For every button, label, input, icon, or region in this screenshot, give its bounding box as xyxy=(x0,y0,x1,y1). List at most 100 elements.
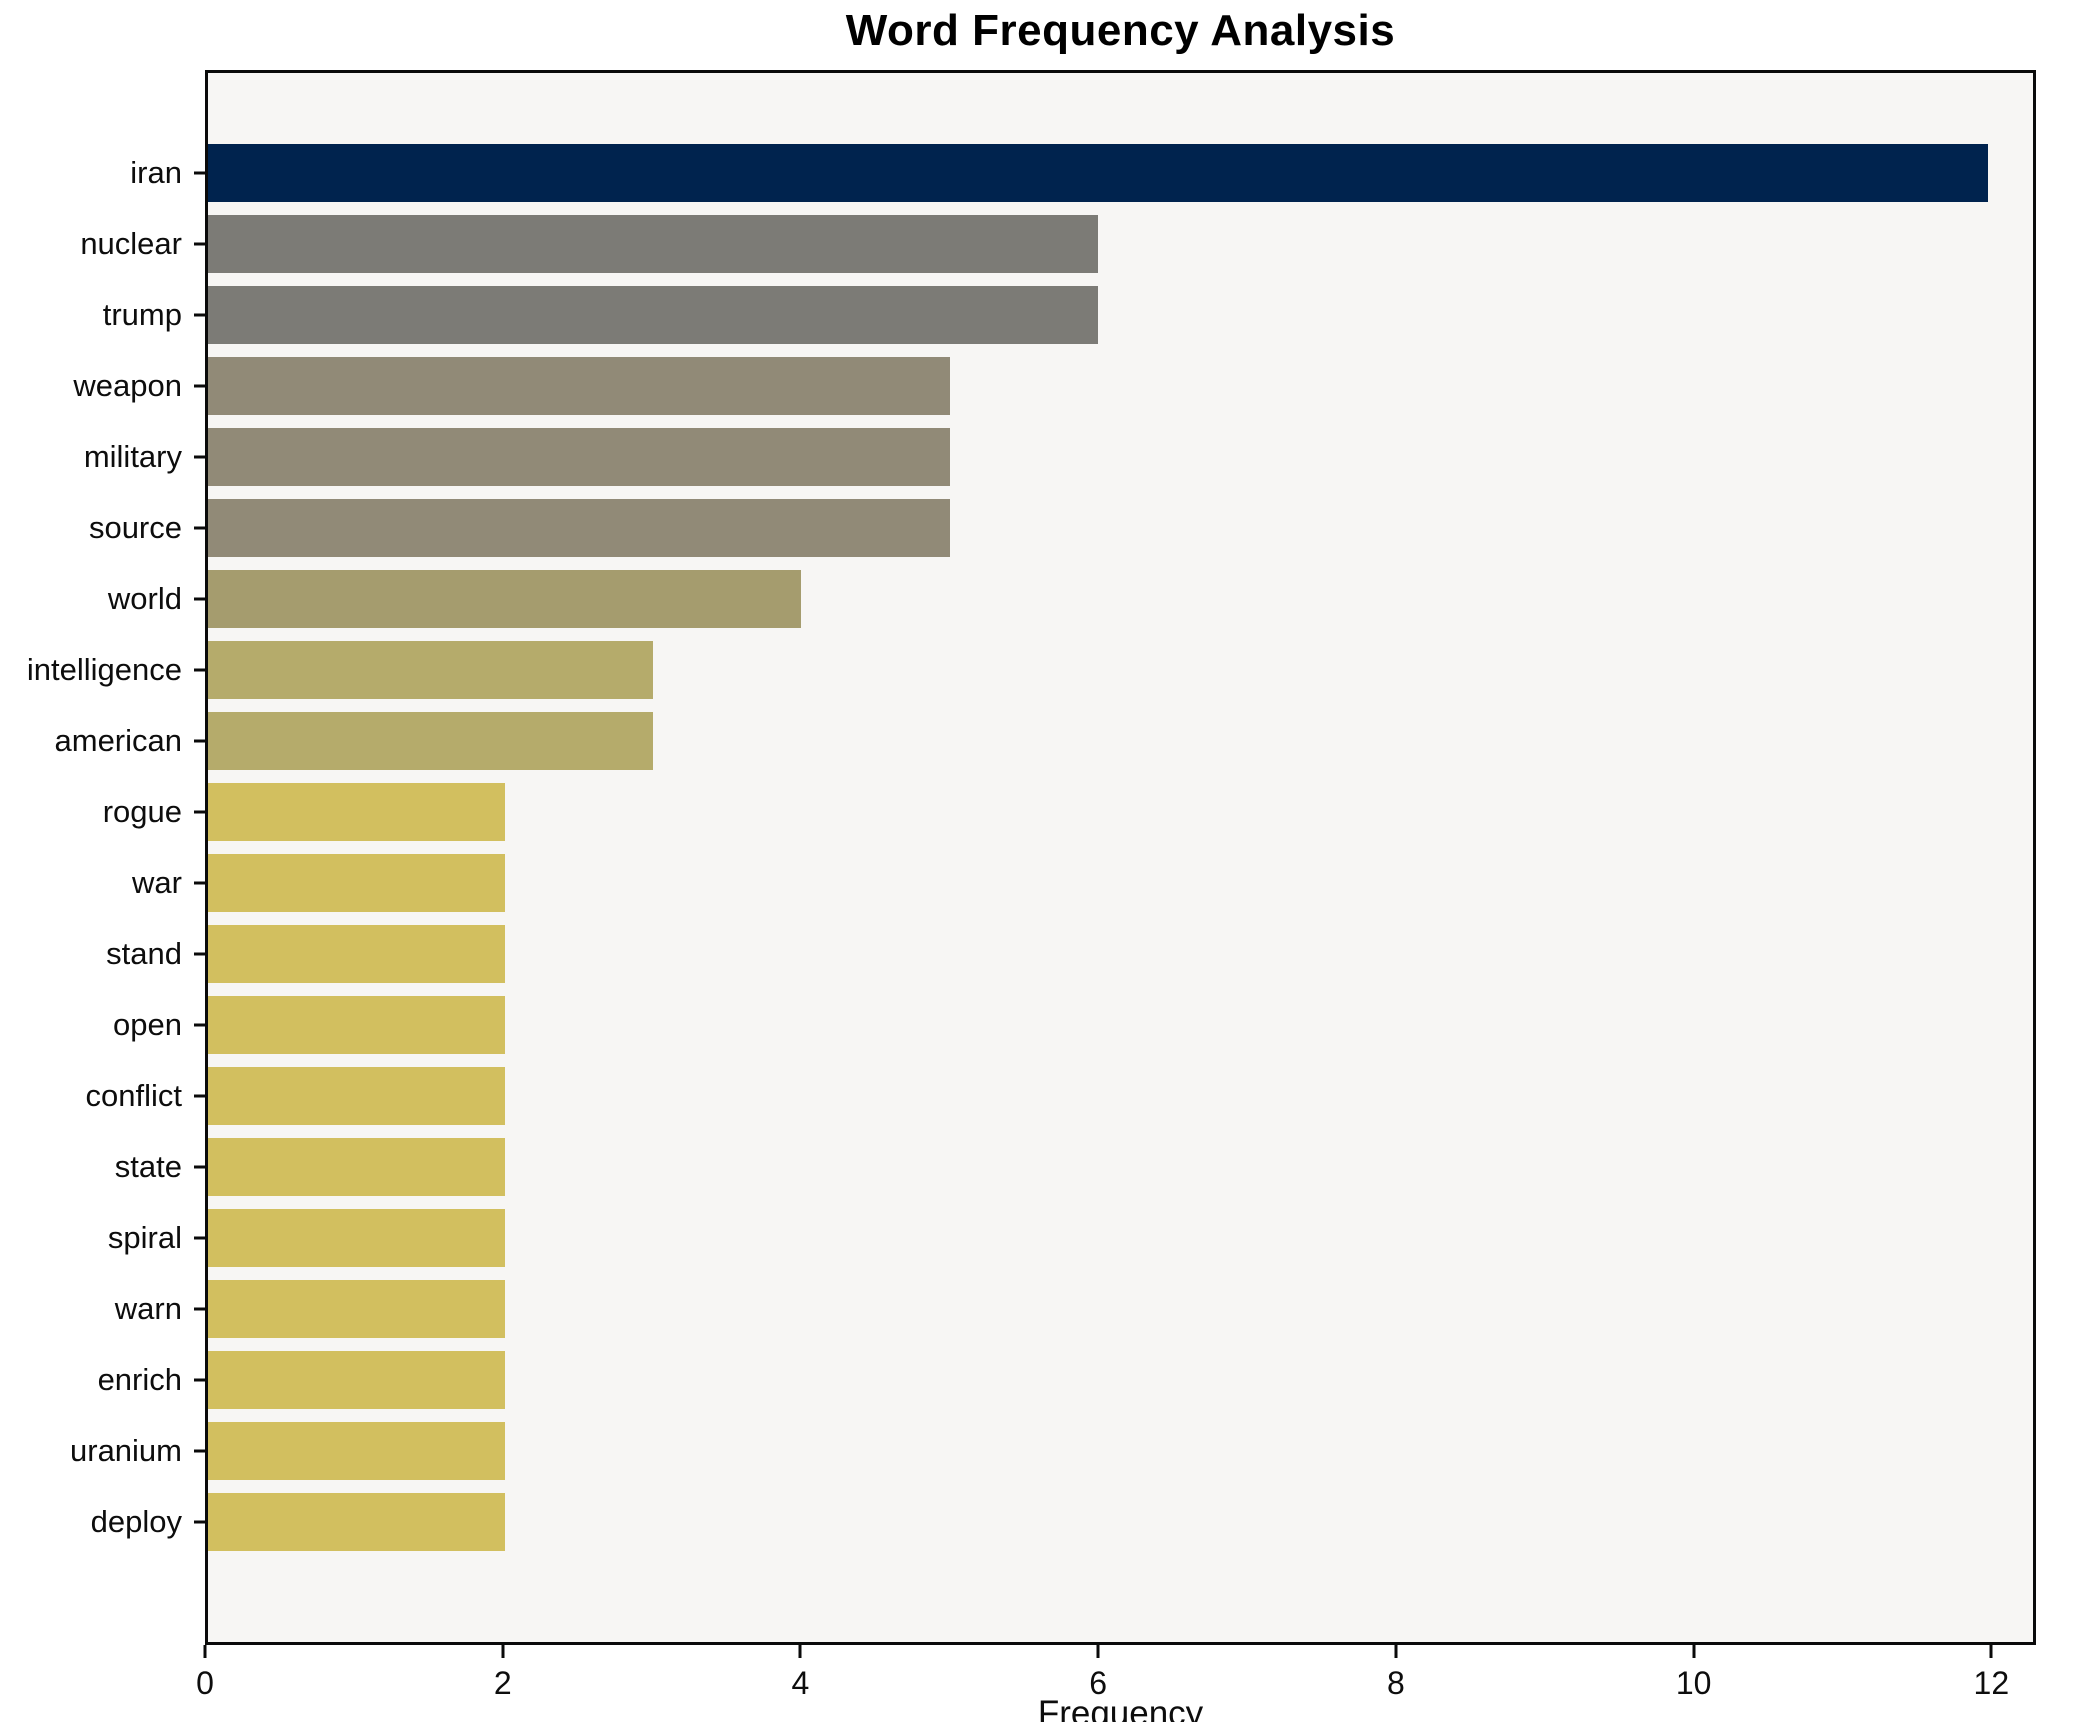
x-tick-label-12: 12 xyxy=(1973,1665,2010,1701)
bar-row-warn: warn xyxy=(115,1274,2033,1345)
x-tick-label-6: 6 xyxy=(1089,1665,1108,1701)
y-tick-mark-world xyxy=(194,597,208,601)
bar-row-deploy: deploy xyxy=(91,1487,2033,1558)
y-tick-mark-iran xyxy=(194,171,208,175)
bar-conflict xyxy=(208,1067,505,1126)
x-axis-title: Frequency xyxy=(1037,1694,1204,1722)
bar-row-war: war xyxy=(132,847,2033,918)
bar-row-intelligence: intelligence xyxy=(27,634,2033,705)
bar-iran xyxy=(208,143,1989,202)
bar-row-uranium: uranium xyxy=(70,1416,2033,1487)
bar-row-state: state xyxy=(115,1132,2033,1203)
y-tick-mark-source xyxy=(194,526,208,530)
bar-world xyxy=(208,569,802,628)
plot-area: iran nuclear trump weapon military source worl… xyxy=(27,70,2036,1645)
bar-row-american: american xyxy=(55,705,2033,776)
y-tick-label-uranium: uranium xyxy=(70,1433,182,1469)
bar-row-iran: iran xyxy=(130,137,2033,208)
y-tick-label-conflict: conflict xyxy=(85,1078,182,1114)
y-tick-label-military: military xyxy=(83,438,182,474)
y-tick-mark-stand xyxy=(194,952,208,956)
bar-row-weapon: weapon xyxy=(73,350,2033,421)
x-tick-mark-10 xyxy=(1692,1645,1696,1658)
x-tick-label-0: 0 xyxy=(196,1665,214,1701)
y-tick-mark-military xyxy=(194,455,208,459)
bar-row-nuclear: nuclear xyxy=(80,208,2033,279)
bar-row-enrich: enrich xyxy=(98,1345,2033,1416)
y-tick-mark-state xyxy=(194,1165,208,1169)
y-tick-label-american: american xyxy=(54,722,183,758)
bars-container: iran nuclear trump weapon military source worl… xyxy=(27,73,2033,1642)
x-tick-label-8: 8 xyxy=(1386,1665,1405,1701)
x-tick-mark-8 xyxy=(1394,1645,1398,1658)
y-tick-mark-trump xyxy=(194,313,208,317)
bar-row-world: world xyxy=(108,563,2033,634)
bar-row-conflict: conflict xyxy=(86,1061,2033,1132)
y-tick-mark-uranium xyxy=(194,1449,208,1453)
y-tick-label-weapon: weapon xyxy=(73,367,182,403)
y-tick-mark-weapon xyxy=(194,384,208,388)
y-tick-mark-warn xyxy=(194,1307,208,1311)
y-tick-label-trump: trump xyxy=(102,296,182,332)
y-tick-mark-intelligence xyxy=(194,668,208,672)
bar-row-spiral: spiral xyxy=(108,1203,2033,1274)
y-tick-label-state: state xyxy=(114,1149,182,1185)
y-tick-mark-deploy xyxy=(194,1520,208,1524)
y-tick-label-open: open xyxy=(113,1007,182,1043)
x-axis: 0 2 4 6 8 10 12 xyxy=(196,1645,2036,1715)
bar-spiral xyxy=(208,1209,505,1268)
x-tick-label-2: 2 xyxy=(493,1665,512,1701)
y-tick-label-enrich: enrich xyxy=(97,1362,182,1398)
bar-war xyxy=(208,853,505,912)
y-tick-label-nuclear: nuclear xyxy=(80,225,182,261)
y-tick-label-iran: iran xyxy=(130,154,182,190)
y-tick-label-rogue: rogue xyxy=(102,793,182,829)
y-tick-mark-conflict xyxy=(194,1094,208,1098)
bar-source xyxy=(208,498,950,557)
bar-state xyxy=(208,1138,505,1197)
bar-row-stand: stand xyxy=(106,919,2033,990)
y-tick-mark-american xyxy=(194,739,208,743)
y-tick-mark-open xyxy=(194,1023,208,1027)
bar-row-trump: trump xyxy=(103,279,2033,350)
bar-military xyxy=(208,427,950,486)
y-tick-mark-war xyxy=(194,881,208,885)
y-tick-mark-enrich xyxy=(194,1378,208,1382)
y-tick-mark-spiral xyxy=(194,1236,208,1240)
bar-row-source: source xyxy=(89,492,2033,563)
bar-rogue xyxy=(208,782,505,841)
bar-american xyxy=(208,711,654,770)
bar-intelligence xyxy=(208,640,654,699)
y-tick-label-source: source xyxy=(88,509,182,545)
bar-nuclear xyxy=(208,214,1099,273)
bar-uranium xyxy=(208,1422,505,1481)
y-tick-label-intelligence: intelligence xyxy=(26,651,182,687)
x-tick-mark-4 xyxy=(798,1645,802,1658)
bar-row-rogue: rogue xyxy=(103,776,2033,847)
x-tick-mark-2 xyxy=(501,1645,505,1658)
y-tick-label-spiral: spiral xyxy=(107,1220,182,1256)
bar-row-open: open xyxy=(113,990,2033,1061)
y-tick-mark-rogue xyxy=(194,810,208,814)
x-tick-mark-0 xyxy=(203,1645,207,1658)
y-tick-label-warn: warn xyxy=(114,1291,182,1327)
x-tick-mark-6 xyxy=(1096,1645,1100,1658)
bar-deploy xyxy=(208,1493,505,1552)
y-tick-label-war: war xyxy=(132,864,182,900)
bar-enrich xyxy=(208,1351,505,1410)
x-tick-label-4: 4 xyxy=(791,1665,810,1701)
y-tick-mark-nuclear xyxy=(194,242,208,246)
y-tick-label-world: world xyxy=(107,580,182,616)
bar-row-military: military xyxy=(84,421,2033,492)
chart-title: Word Frequency Analysis xyxy=(845,6,1396,55)
bar-stand xyxy=(208,925,505,984)
x-tick-label-10: 10 xyxy=(1675,1665,1712,1701)
bar-open xyxy=(208,996,505,1055)
y-tick-label-deploy: deploy xyxy=(90,1504,182,1540)
x-tick-mark-12 xyxy=(1989,1645,1993,1658)
y-tick-label-stand: stand xyxy=(106,936,182,972)
bar-warn xyxy=(208,1280,505,1339)
bar-trump xyxy=(208,285,1099,344)
bar-weapon xyxy=(208,356,950,415)
